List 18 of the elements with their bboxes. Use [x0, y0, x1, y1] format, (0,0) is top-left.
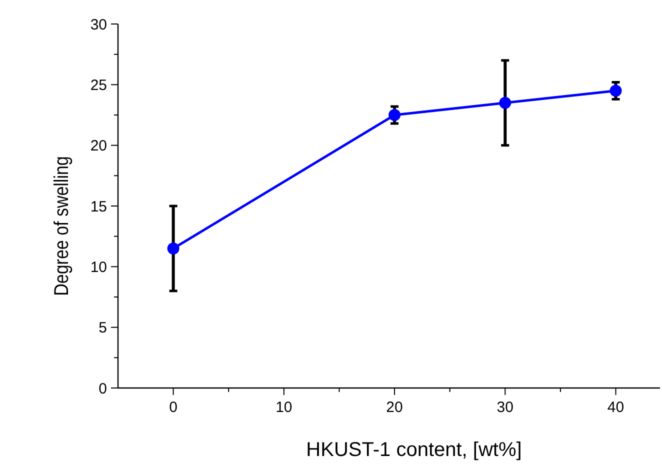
y-tick-label: 5 — [98, 320, 107, 337]
y-tick-label: 10 — [90, 258, 107, 276]
x-tick-label: 30 — [496, 399, 514, 416]
y-tick-label: 15 — [90, 198, 107, 216]
point — [167, 242, 180, 254]
y-tick-label: 0 — [98, 380, 107, 398]
x-axis-title: HKUST-1 content, [wt%] — [306, 439, 522, 461]
y-tick-label: 30 — [90, 16, 107, 34]
y-tick-label: 20 — [90, 138, 107, 155]
point — [610, 84, 622, 97]
x-tick-label: 10 — [276, 399, 292, 416]
y-axis-title: Degree of swelling — [50, 156, 72, 296]
x-tick-label: 20 — [386, 399, 403, 416]
point — [499, 96, 512, 109]
x-tick-label: 40 — [607, 399, 624, 416]
x-tick-label: 0 — [169, 399, 178, 416]
y-tick-label: 25 — [90, 76, 107, 94]
point — [388, 109, 401, 121]
